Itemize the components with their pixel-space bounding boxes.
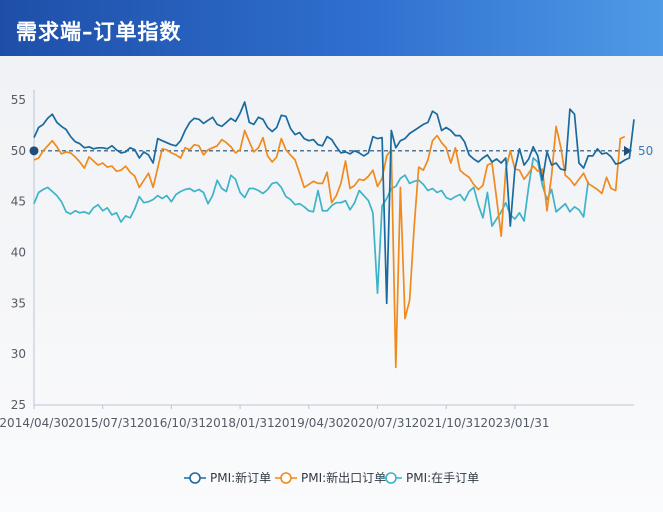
legend-label: PMI:新出口订单 <box>301 470 386 485</box>
title-bar: 需求端–订单指数 <box>0 0 663 56</box>
legend-item-0[interactable]: PMI:新订单 <box>184 470 271 485</box>
chart-panel <box>0 56 663 512</box>
legend-label: PMI:新订单 <box>210 470 271 485</box>
x-tick-label: 2021/10/31 <box>412 416 481 430</box>
y-tick-label: 50 <box>11 144 26 158</box>
reference-label: 50 <box>638 144 653 158</box>
x-tick-label: 2019/04/30 <box>274 416 343 430</box>
series-layer <box>33 101 635 369</box>
y-axis: 25 30 35 40 45 50 55 <box>11 90 35 412</box>
x-tick-label: 2014/04/30 <box>0 416 69 430</box>
x-tick-label: 2018/01/31 <box>206 416 275 430</box>
legend: PMI:新订单 PMI:新出口订单 PMI:在手订单 <box>184 470 479 485</box>
x-tick-label: 2020/07/31 <box>343 416 412 430</box>
x-tick-label: 2015/07/31 <box>68 416 137 430</box>
series-line-0 <box>33 101 635 305</box>
legend-swatch-marker <box>189 472 201 484</box>
y-tick-label: 30 <box>11 347 26 361</box>
y-tick-label: 25 <box>11 398 26 412</box>
x-tick-label: 2016/10/31 <box>137 416 206 430</box>
y-tick-label: 40 <box>11 246 26 260</box>
reference-line: 50 <box>29 144 653 158</box>
legend-item-2[interactable]: PMI:在手订单 <box>380 471 479 485</box>
reference-arrow <box>624 145 632 156</box>
x-tick-label: 2023/01/31 <box>480 416 549 430</box>
y-tick-label: 35 <box>11 296 26 310</box>
series-line-1 <box>33 125 626 369</box>
series-line-2 <box>33 157 590 295</box>
legend-swatch-marker <box>385 472 397 484</box>
legend-swatch-marker <box>280 472 292 484</box>
x-axis: 2014/04/30 2015/07/31 2016/10/31 2018/01/31… <box>0 404 634 430</box>
y-tick-label: 55 <box>11 93 26 107</box>
legend-item-1[interactable]: PMI:新出口订单 <box>275 470 386 485</box>
legend-label: PMI:在手订单 <box>406 471 479 485</box>
y-tick-label: 45 <box>11 195 26 209</box>
reference-start-dot <box>29 146 39 156</box>
page-title: 需求端–订单指数 <box>16 20 182 44</box>
